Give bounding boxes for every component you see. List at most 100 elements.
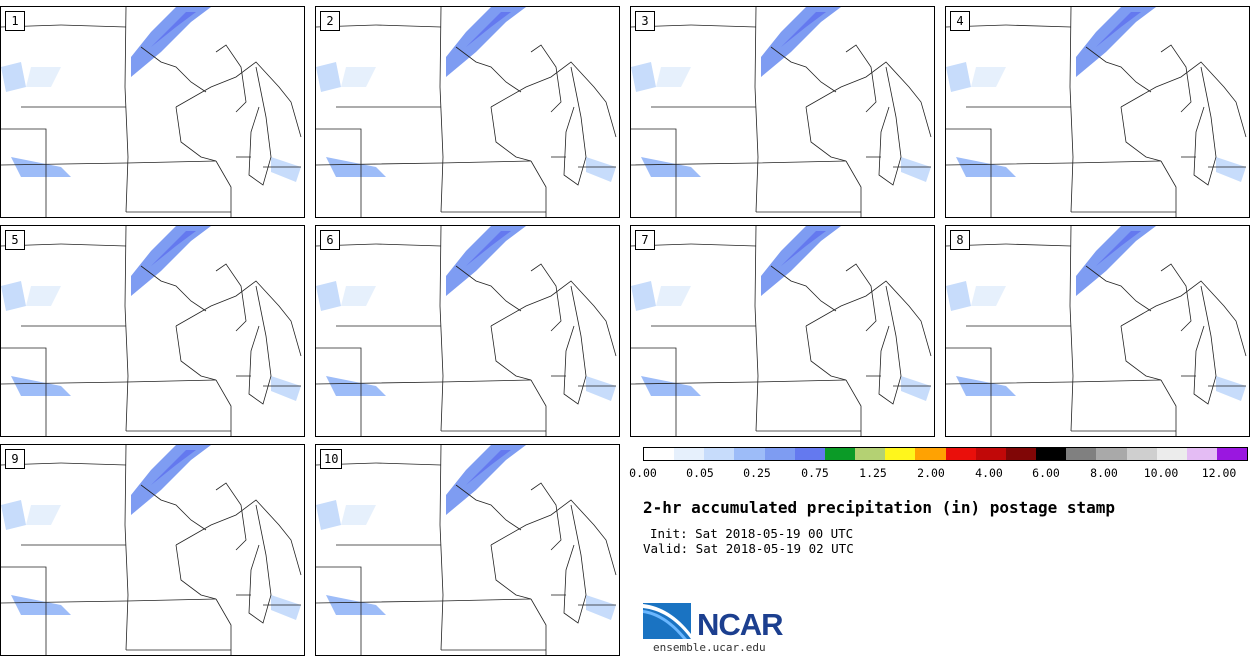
state-border (455, 484, 522, 531)
state-border (316, 347, 362, 436)
state-border (631, 347, 677, 436)
map-canvas (946, 7, 1247, 217)
precip-shading (446, 226, 526, 296)
state-border (215, 598, 232, 655)
state-border (215, 160, 232, 217)
precip-shading (11, 595, 71, 615)
map-canvas (1, 445, 302, 655)
map-canvas (316, 226, 617, 436)
state-border (946, 347, 992, 436)
state-border (316, 160, 532, 166)
state-border (805, 325, 847, 381)
precip-shading (1076, 7, 1156, 77)
colorbar-cell (885, 448, 916, 460)
colorbar-cell (1005, 448, 1037, 460)
precip-shading (326, 595, 386, 615)
precip-shading (26, 505, 61, 525)
state-border (439, 226, 444, 432)
precip-shading (341, 67, 376, 87)
state-border (1085, 46, 1152, 93)
precip-shading (1076, 226, 1156, 296)
colorbar-cell (1096, 448, 1127, 460)
state-border (1120, 106, 1162, 162)
state-border (805, 106, 847, 162)
ncar-logo-icon (643, 603, 691, 639)
panel-number: 8 (950, 230, 970, 250)
state-border (1, 598, 217, 604)
precip-shading (271, 157, 301, 182)
state-border (845, 160, 862, 217)
precip-shading (341, 286, 376, 306)
precip-shading (971, 286, 1006, 306)
state-border (215, 379, 232, 436)
stamp-panel-4: 4 (945, 6, 1250, 218)
state-border (946, 379, 1162, 385)
state-border (1, 566, 47, 655)
state-border (248, 504, 272, 624)
state-border (490, 544, 532, 600)
colorbar-cell (1126, 448, 1157, 460)
colorbar-cell (1216, 448, 1248, 460)
state-border (175, 544, 217, 600)
state-border (175, 280, 302, 357)
state-border (490, 61, 617, 138)
stamp-panel-5: 5 (0, 225, 305, 437)
state-border (490, 280, 617, 357)
state-border (805, 280, 932, 357)
state-border (175, 106, 217, 162)
stamp-panel-3: 3 (630, 6, 935, 218)
state-border (1, 128, 47, 217)
state-border (530, 379, 547, 436)
state-border (124, 445, 129, 651)
state-border (563, 504, 587, 624)
precip-shading (326, 157, 386, 177)
state-border (124, 7, 129, 213)
state-border (563, 285, 587, 405)
state-border (175, 499, 302, 576)
state-border (1160, 44, 1192, 113)
state-border (375, 24, 442, 28)
state-border (490, 499, 617, 576)
precip-shading (316, 500, 341, 530)
state-border (845, 263, 877, 332)
panel-number: 1 (5, 11, 25, 31)
state-border (490, 325, 532, 381)
colorbar-label: 4.00 (975, 466, 1003, 480)
stamp-panel-9: 9 (0, 444, 305, 656)
stamp-panel-10: 10 (315, 444, 620, 656)
precip-shading (656, 67, 691, 87)
precip-shading (1216, 376, 1246, 401)
state-border (770, 46, 837, 93)
precip-shading (1, 500, 26, 530)
stamp-panel-6: 6 (315, 225, 620, 437)
colorbar-cell (824, 448, 856, 460)
colorbar-cell (764, 448, 795, 460)
precip-shading (131, 226, 211, 296)
precip-shading (326, 376, 386, 396)
state-border (140, 46, 207, 93)
colorbar-label: 1.25 (859, 466, 887, 480)
state-border (1, 379, 217, 385)
state-border (439, 7, 444, 213)
precip-shading (631, 281, 656, 311)
site-url: ensemble.ucar.edu (653, 641, 766, 654)
state-border (1160, 379, 1177, 436)
state-border (946, 160, 1162, 166)
precip-shading (586, 157, 616, 182)
colorbar-cell (1036, 448, 1067, 460)
precip-shading (631, 62, 656, 92)
state-border (455, 265, 522, 312)
panel-number: 6 (320, 230, 340, 250)
precip-shading (586, 376, 616, 401)
precip-shading (956, 157, 1016, 177)
state-border (375, 243, 442, 247)
state-border (1160, 160, 1177, 217)
panel-number: 5 (5, 230, 25, 250)
precip-shading (316, 281, 341, 311)
colorbar-cell (1156, 448, 1187, 460)
state-border (530, 44, 562, 113)
state-border (375, 462, 442, 466)
state-border (1, 160, 217, 166)
precip-shading (1, 281, 26, 311)
precip-shading (11, 157, 71, 177)
